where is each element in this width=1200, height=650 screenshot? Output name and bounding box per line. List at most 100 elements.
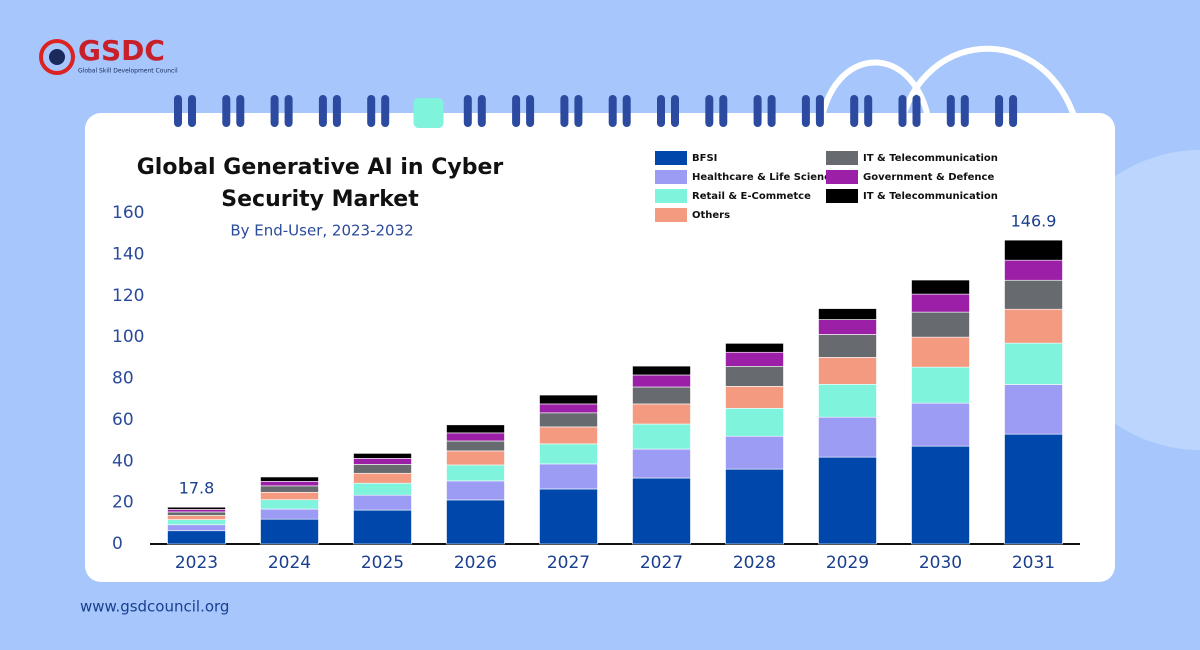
bar-segment xyxy=(818,334,877,358)
bar-segment xyxy=(1004,433,1063,545)
bar-segment xyxy=(911,366,970,404)
bar-segment xyxy=(632,423,691,450)
ring xyxy=(270,95,279,127)
x-tick-label: 2024 xyxy=(268,553,311,573)
bar-segment xyxy=(1004,342,1063,385)
bar-segment xyxy=(818,383,877,418)
bar-segment xyxy=(167,509,226,513)
ring xyxy=(622,95,631,127)
legend-label: Healthcare & Life Science xyxy=(692,172,837,183)
bar-segment xyxy=(260,499,319,510)
ring xyxy=(477,95,486,127)
y-tick-label: 100 xyxy=(112,327,144,347)
bar-segment xyxy=(539,443,598,465)
bar-segment xyxy=(632,403,691,425)
bar-segment xyxy=(911,293,970,313)
legend-swatch xyxy=(826,170,858,184)
bar-segment xyxy=(167,524,226,532)
bar-segment xyxy=(260,485,319,493)
bar-segment xyxy=(446,464,505,482)
bar-segment xyxy=(353,494,412,511)
ring xyxy=(332,95,341,127)
bar-segment xyxy=(353,453,412,459)
bar-segment xyxy=(818,456,877,545)
bar-segment xyxy=(539,426,598,445)
logo-icon-core xyxy=(49,49,65,65)
ring xyxy=(574,95,583,127)
x-tick-label: 2029 xyxy=(826,553,869,573)
bar-segment xyxy=(353,482,412,496)
bar-segment xyxy=(911,336,970,368)
bar-segment xyxy=(632,386,691,405)
legend-label: Others xyxy=(692,210,730,221)
bar-segment xyxy=(818,357,877,385)
bar-segment xyxy=(911,402,970,447)
bar-segment xyxy=(911,311,970,338)
total-label: 17.8 xyxy=(179,479,215,498)
bar-segment xyxy=(167,506,226,510)
bar-segment xyxy=(1004,239,1063,261)
bar-segment xyxy=(911,279,970,295)
ring xyxy=(995,95,1004,127)
ring xyxy=(719,95,728,127)
bar-segment xyxy=(725,343,784,353)
bar-segment xyxy=(446,440,505,452)
y-tick-label: 40 xyxy=(112,451,134,471)
ring xyxy=(318,95,327,127)
ring xyxy=(608,95,617,127)
x-tick-label: 2023 xyxy=(175,553,218,573)
logo-tagline: Global Skill Development Council xyxy=(78,68,178,75)
ring xyxy=(1009,95,1018,127)
x-tick-label: 2027 xyxy=(640,553,683,573)
bar-segment xyxy=(539,412,598,428)
ring xyxy=(850,95,859,127)
ring xyxy=(960,95,969,127)
bar-segment xyxy=(446,480,505,501)
bar-segment xyxy=(725,407,784,437)
ring xyxy=(671,95,679,127)
bar-segment xyxy=(818,319,877,335)
ring xyxy=(367,95,376,127)
ring xyxy=(753,95,762,127)
bar-segment xyxy=(725,386,784,409)
legend-swatch xyxy=(826,189,858,203)
bar-segment xyxy=(632,477,691,545)
legend-label: BFSI xyxy=(692,153,717,164)
bar-segment xyxy=(632,374,691,388)
bar-segment xyxy=(1004,279,1063,310)
bar-segment xyxy=(539,403,598,414)
ring xyxy=(526,95,535,127)
bar-segment xyxy=(818,308,877,320)
bar-segment xyxy=(353,509,412,545)
chart-title: Global Generative AI in Cyber Security M… xyxy=(136,155,504,212)
ring xyxy=(560,95,569,127)
footer-url: www.gsdcouncil.org xyxy=(80,598,229,616)
logo: GSDC Global Skill Development Council xyxy=(39,34,178,75)
y-tick-label: 160 xyxy=(112,203,144,223)
legend-swatch xyxy=(655,170,687,184)
x-tick-label: 2026 xyxy=(454,553,497,573)
ring xyxy=(381,95,390,127)
logo-icon xyxy=(39,39,75,75)
chart-subtitle: By End-User, 2023-2032 xyxy=(230,222,413,240)
binder-rings xyxy=(174,95,1018,128)
y-tick-label: 60 xyxy=(112,410,134,430)
bar-segment xyxy=(1004,259,1063,281)
bar-segment xyxy=(539,394,598,405)
bar-segment xyxy=(260,508,319,520)
y-tick-label: 140 xyxy=(112,244,144,264)
bar-segment xyxy=(725,468,784,545)
bar-segment xyxy=(725,435,784,470)
y-tick-label: 80 xyxy=(112,369,134,389)
ring xyxy=(188,95,196,127)
bar-segment xyxy=(539,463,598,490)
bar-segment xyxy=(260,491,319,501)
bar-segment xyxy=(725,365,784,387)
legend-label: IT & Telecommunication xyxy=(863,153,998,164)
legend-swatch xyxy=(655,189,687,203)
x-tick-label: 2031 xyxy=(1012,553,1055,573)
legend-swatch xyxy=(826,151,858,165)
ring xyxy=(705,95,714,127)
